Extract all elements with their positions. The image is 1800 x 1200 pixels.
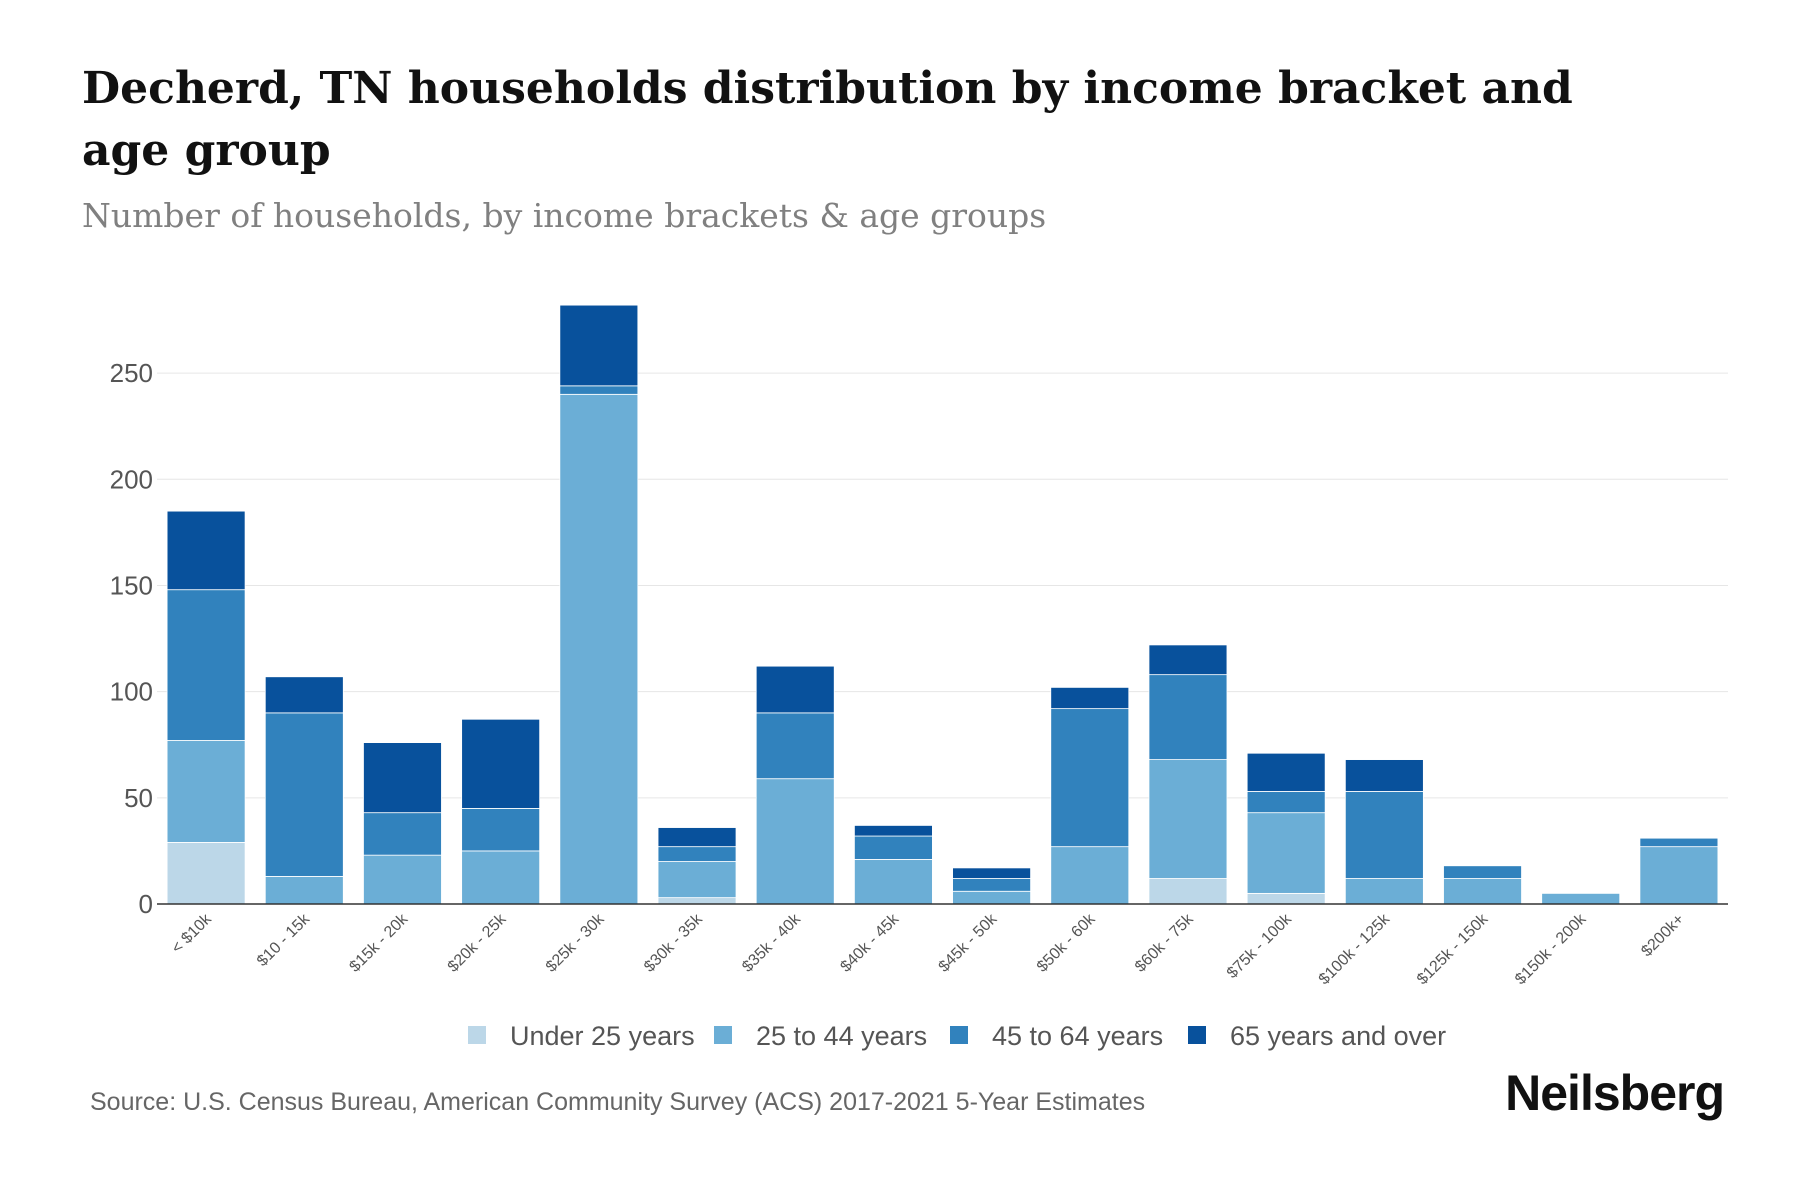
x-tick-label: $125k - 150k [1414,910,1492,988]
stacked-bar-chart: 0 50 100 150 200 250 < $10k $10 - 15k $15k - 20k… [110,304,1728,1051]
bar-50k-60k-45-to-64-years [1050,708,1130,848]
bar-100k-125k-65-years-and-over [1344,759,1424,792]
x-tick-label: $200k+ [1638,911,1687,960]
bar-35k-40k-45-to-64-years [755,712,835,780]
bar-40k-45k-65-years-and-over [854,825,933,837]
y-tick-label: 100 [110,677,153,707]
bar-30k-35k-45-to-64-years [657,846,737,862]
x-tick-label: $10 - 15k [254,910,314,970]
x-tick-label: $150k - 200k [1512,910,1590,988]
bar-40k-45k-25-to-44-years [854,859,933,905]
bar-35k-40k-65-years-and-over [755,665,835,714]
bar-15k-20k-45-to-64-years [363,812,442,856]
bar-75k-100k-45-to-64-years [1246,791,1326,814]
x-tick-label: $40k - 45k [837,910,903,976]
bar-50k-60k-25-to-44-years [1050,846,1130,905]
bar-10k-65-years-and-over [166,510,246,591]
bar-25k-30k-65-years-and-over [559,304,639,387]
bar-15k-20k-25-to-44-years [363,854,442,905]
bar-100k-125k-45-to-64-years [1344,791,1424,879]
bar-75k-100k-65-years-and-over [1246,752,1326,792]
bar-30k-35k-25-to-44-years [657,861,737,899]
x-tick-label: $25k - 30k [543,910,609,976]
bar-50k-60k-65-years-and-over [1050,686,1130,710]
bar-125k-150k-25-to-44-years [1443,878,1522,905]
x-tick-label: < $10k [169,910,216,957]
brand-logo: Neilsberg [1505,1065,1725,1121]
bar-75k-100k-25-to-44-years [1246,812,1326,894]
bar-75k-100k-under-25-years [1246,892,1326,905]
source-note: Source: U.S. Census Bureau, American Com… [90,1088,1146,1116]
bar-45k-50k-25-to-44-years [952,890,1031,905]
legend-label-25-to-44-years: 25 to 44 years [756,1021,927,1051]
legend-label-under-25-years: Under 25 years [510,1021,695,1051]
y-tick-label: 150 [110,570,153,600]
bar-125k-150k-45-to-64-years [1443,865,1522,879]
x-tick-label: $45k - 50k [936,910,1002,976]
bars [166,304,1719,905]
chart-subtitle: Number of households, by income brackets… [82,196,1047,235]
legend-swatch-under-25-years [468,1026,486,1044]
gridlines [157,372,1728,799]
bar-60k-75k-25-to-44-years [1148,759,1228,879]
x-tick-label: $75k - 100k [1224,910,1296,982]
bar-20k-25k-65-years-and-over [461,718,541,809]
x-tick-label: $35k - 40k [739,910,805,976]
y-tick-label: 200 [110,464,153,494]
bar-40k-45k-45-to-64-years [854,835,933,860]
bar-10k-45-to-64-years [166,589,246,741]
legend-label-65-years-and-over: 65 years and over [1230,1021,1446,1051]
y-tick-label: 250 [110,358,153,388]
legend-swatch-45-to-64-years [950,1026,968,1044]
bar-10k-25-to-44-years [166,740,246,843]
bar-10-15k-45-to-64-years [264,712,344,877]
y-tick-label: 50 [124,783,153,813]
x-tick-label: $20k - 25k [445,910,511,976]
chart-title: Decherd, TN households distribution by i… [82,63,1573,176]
bar-35k-40k-25-to-44-years [755,778,835,905]
x-tick-label: $15k - 20k [346,910,412,976]
bar-60k-75k-under-25-years [1148,878,1228,905]
x-tick-label: $50k - 60k [1034,910,1100,976]
bar-20k-25k-25-to-44-years [461,850,541,905]
bar-100k-125k-25-to-44-years [1344,878,1424,905]
bar-25k-30k-25-to-44-years [559,393,639,905]
bar-10k-under-25-years [166,842,246,905]
bar-15k-20k-65-years-and-over [363,742,442,814]
bar-10-15k-25-to-44-years [264,875,344,905]
x-tick-label: $60k - 75k [1132,910,1198,976]
bar-45k-50k-65-years-and-over [952,867,1031,879]
bar-60k-75k-65-years-and-over [1148,644,1228,676]
bar-60k-75k-45-to-64-years [1148,674,1228,760]
bar-30k-35k-under-25-years [657,897,737,905]
bar-25k-30k-45-to-64-years [559,385,639,395]
bar-30k-35k-65-years-and-over [657,827,737,848]
legend: Under 25 years 25 to 44 years 45 to 64 yea… [468,1021,1446,1051]
legend-swatch-65-years-and-over [1188,1026,1206,1044]
bar-20k-25k-45-to-64-years [461,808,541,852]
legend-label-45-to-64-years: 45 to 64 years [992,1021,1163,1051]
bar-150k-200k-25-to-44-years [1541,892,1621,905]
y-tick-label: 0 [139,889,153,919]
bar-200k-45-to-64-years [1639,837,1719,848]
legend-swatch-25-to-44-years [714,1026,732,1044]
bar-45k-50k-45-to-64-years [952,878,1031,892]
x-tick-label: $100k - 125k [1316,910,1394,988]
bar-200k-25-to-44-years [1639,846,1719,905]
bar-10-15k-65-years-and-over [264,676,344,714]
x-tick-label: $30k - 35k [641,910,707,976]
